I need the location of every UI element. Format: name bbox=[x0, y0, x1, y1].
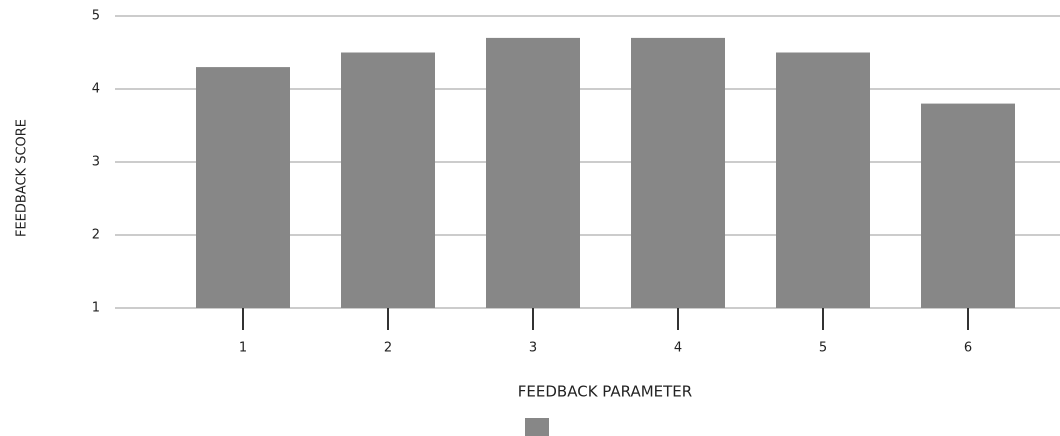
x-tick-label: 1 bbox=[239, 341, 247, 356]
y-tick-label: 5 bbox=[92, 9, 100, 24]
bar bbox=[921, 103, 1015, 308]
bar bbox=[631, 37, 725, 309]
y-tick-label: 4 bbox=[92, 82, 100, 97]
y-tick-label: 3 bbox=[92, 155, 100, 170]
bar bbox=[341, 52, 435, 308]
y-axis-label: FEEDBACK SCORE bbox=[15, 119, 30, 237]
y-tick-label: 1 bbox=[92, 301, 100, 316]
bar bbox=[196, 67, 290, 308]
x-tick-label: 2 bbox=[384, 341, 392, 356]
x-tick-label: 5 bbox=[819, 341, 827, 356]
y-tick-label: 2 bbox=[92, 228, 100, 243]
x-tick-label: 4 bbox=[674, 341, 682, 356]
x-axis-label: FEEDBACK PARAMETER bbox=[518, 383, 692, 401]
x-tick-label: 3 bbox=[529, 341, 537, 356]
bar bbox=[776, 52, 870, 308]
bar bbox=[486, 37, 580, 309]
x-tick-label: 6 bbox=[964, 341, 972, 356]
legend-swatch bbox=[525, 418, 549, 436]
